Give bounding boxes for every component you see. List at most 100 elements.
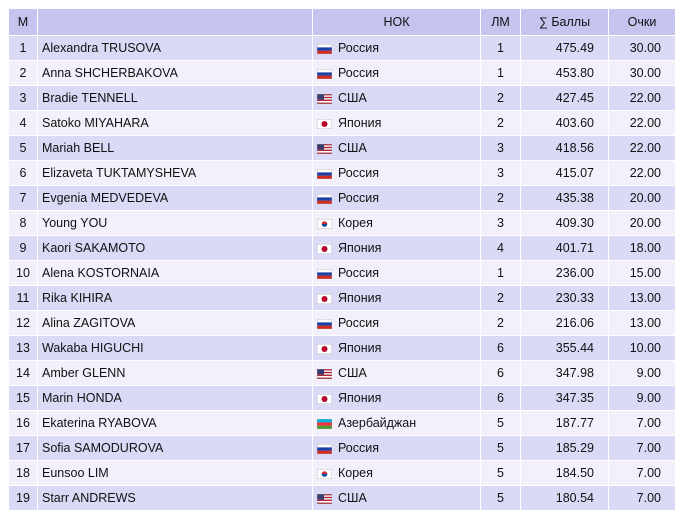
score: 401.71 — [555, 241, 594, 255]
lm: 1 — [497, 41, 504, 55]
row: 13 Wakaba HIGUCHI Япония 6 355.44 10.00 — [8, 335, 676, 361]
name-cell: Satoko MIYAHARA — [37, 110, 313, 136]
rank: 7 — [19, 191, 27, 205]
rank-cell: 8 — [8, 210, 38, 236]
score-cell: 180.54 — [520, 485, 609, 511]
lm-cell: 6 — [480, 385, 521, 411]
flag-icon — [316, 468, 333, 480]
name: Bradie TENNELL — [42, 91, 138, 105]
score-cell: 347.35 — [520, 385, 609, 411]
header-cell: ∑ Баллы — [520, 8, 609, 36]
points-cell: 18.00 — [608, 235, 676, 261]
score: 347.35 — [555, 391, 594, 405]
flag-icon — [316, 368, 333, 380]
score-cell: 435.38 — [520, 185, 609, 211]
score: 230.33 — [555, 291, 594, 305]
name: Elizaveta TUKTAMYSHEVA — [42, 166, 197, 180]
row: 2 Anna SHCHERBAKOVA Россия 1 453.80 30.00 — [8, 60, 676, 86]
name: Alena KOSTORNAIA — [42, 266, 160, 280]
rank-cell: 17 — [8, 435, 38, 461]
country-cell: Япония — [312, 235, 481, 261]
score-cell: 184.50 — [520, 460, 609, 486]
lm: 5 — [497, 491, 504, 505]
name: Rika KIHIRA — [42, 291, 113, 305]
flag-icon — [316, 243, 333, 255]
lm: 6 — [497, 341, 504, 355]
lm-cell: 1 — [480, 260, 521, 286]
points: 13.00 — [629, 291, 661, 305]
lm-cell: 5 — [480, 485, 521, 511]
lm-cell: 5 — [480, 460, 521, 486]
name: Marin HONDA — [42, 391, 122, 405]
points: 7.00 — [636, 441, 661, 455]
row: 7 Evgenia MEDVEDEVA Россия 2 435.38 20.00 — [8, 185, 676, 211]
name-cell: Alena KOSTORNAIA — [37, 260, 313, 286]
lm: 3 — [497, 141, 504, 155]
score-cell: 230.33 — [520, 285, 609, 311]
score: 236.00 — [555, 266, 594, 280]
score-cell: 453.80 — [520, 60, 609, 86]
points-cell: 30.00 — [608, 35, 676, 61]
name-cell: Anna SHCHERBAKOVA — [37, 60, 313, 86]
rank-cell: 12 — [8, 310, 38, 336]
row: 10 Alena KOSTORNAIA Россия 1 236.00 15.00 — [8, 260, 676, 286]
lm-cell: 4 — [480, 235, 521, 261]
points: 30.00 — [629, 41, 661, 55]
points-cell: 22.00 — [608, 160, 676, 186]
country: Россия — [338, 66, 379, 80]
country: Япония — [338, 291, 382, 305]
score: 409.30 — [555, 216, 594, 230]
country-cell: Россия — [312, 185, 481, 211]
lm: 5 — [497, 466, 504, 480]
lm-cell: 2 — [480, 285, 521, 311]
rank-cell: 19 — [8, 485, 38, 511]
rank-cell: 14 — [8, 360, 38, 386]
score: 187.77 — [555, 416, 594, 430]
row: 1 Alexandra TRUSOVA Россия 1 475.49 30.00 — [8, 35, 676, 61]
points: 18.00 — [629, 241, 661, 255]
country: США — [338, 91, 367, 105]
name: Amber GLENN — [42, 366, 126, 380]
country-cell: США — [312, 360, 481, 386]
country-cell: США — [312, 485, 481, 511]
name: Alina ZAGITOVA — [42, 316, 136, 330]
points: 13.00 — [629, 316, 661, 330]
flag-icon — [316, 293, 333, 305]
country: Россия — [338, 166, 379, 180]
flag-icon — [316, 268, 333, 280]
score-cell: 403.60 — [520, 110, 609, 136]
points: 30.00 — [629, 66, 661, 80]
rank: 1 — [19, 41, 27, 55]
points-cell: 7.00 — [608, 435, 676, 461]
score-cell: 355.44 — [520, 335, 609, 361]
points: 20.00 — [629, 191, 661, 205]
row: 4 Satoko MIYAHARA Япония 2 403.60 22.00 — [8, 110, 676, 136]
country-cell: Россия — [312, 35, 481, 61]
name-cell: Amber GLENN — [37, 360, 313, 386]
score-cell: 216.06 — [520, 310, 609, 336]
flag-icon — [316, 418, 333, 430]
lm: 6 — [497, 391, 504, 405]
score-cell: 347.98 — [520, 360, 609, 386]
name-cell: Ekaterina RYABOVA — [37, 410, 313, 436]
rank: 15 — [16, 391, 30, 405]
flag-icon — [316, 493, 333, 505]
rank: 16 — [16, 416, 30, 430]
name: Wakaba HIGUCHI — [42, 341, 144, 355]
rank-cell: 15 — [8, 385, 38, 411]
score: 403.60 — [555, 116, 594, 130]
score: 355.44 — [555, 341, 594, 355]
points: 10.00 — [629, 341, 661, 355]
rank: 6 — [19, 166, 27, 180]
country-cell: Россия — [312, 160, 481, 186]
score: 418.56 — [555, 141, 594, 155]
rank: 4 — [19, 116, 27, 130]
country: США — [338, 141, 367, 155]
lm: 2 — [497, 316, 504, 330]
rank-cell: 11 — [8, 285, 38, 311]
country: Россия — [338, 441, 379, 455]
row: 19 Starr ANDREWS США 5 180.54 7.00 — [8, 485, 676, 511]
header-row: М НОК ЛМ ∑ Баллы Очки — [8, 8, 676, 36]
country: Россия — [338, 266, 379, 280]
